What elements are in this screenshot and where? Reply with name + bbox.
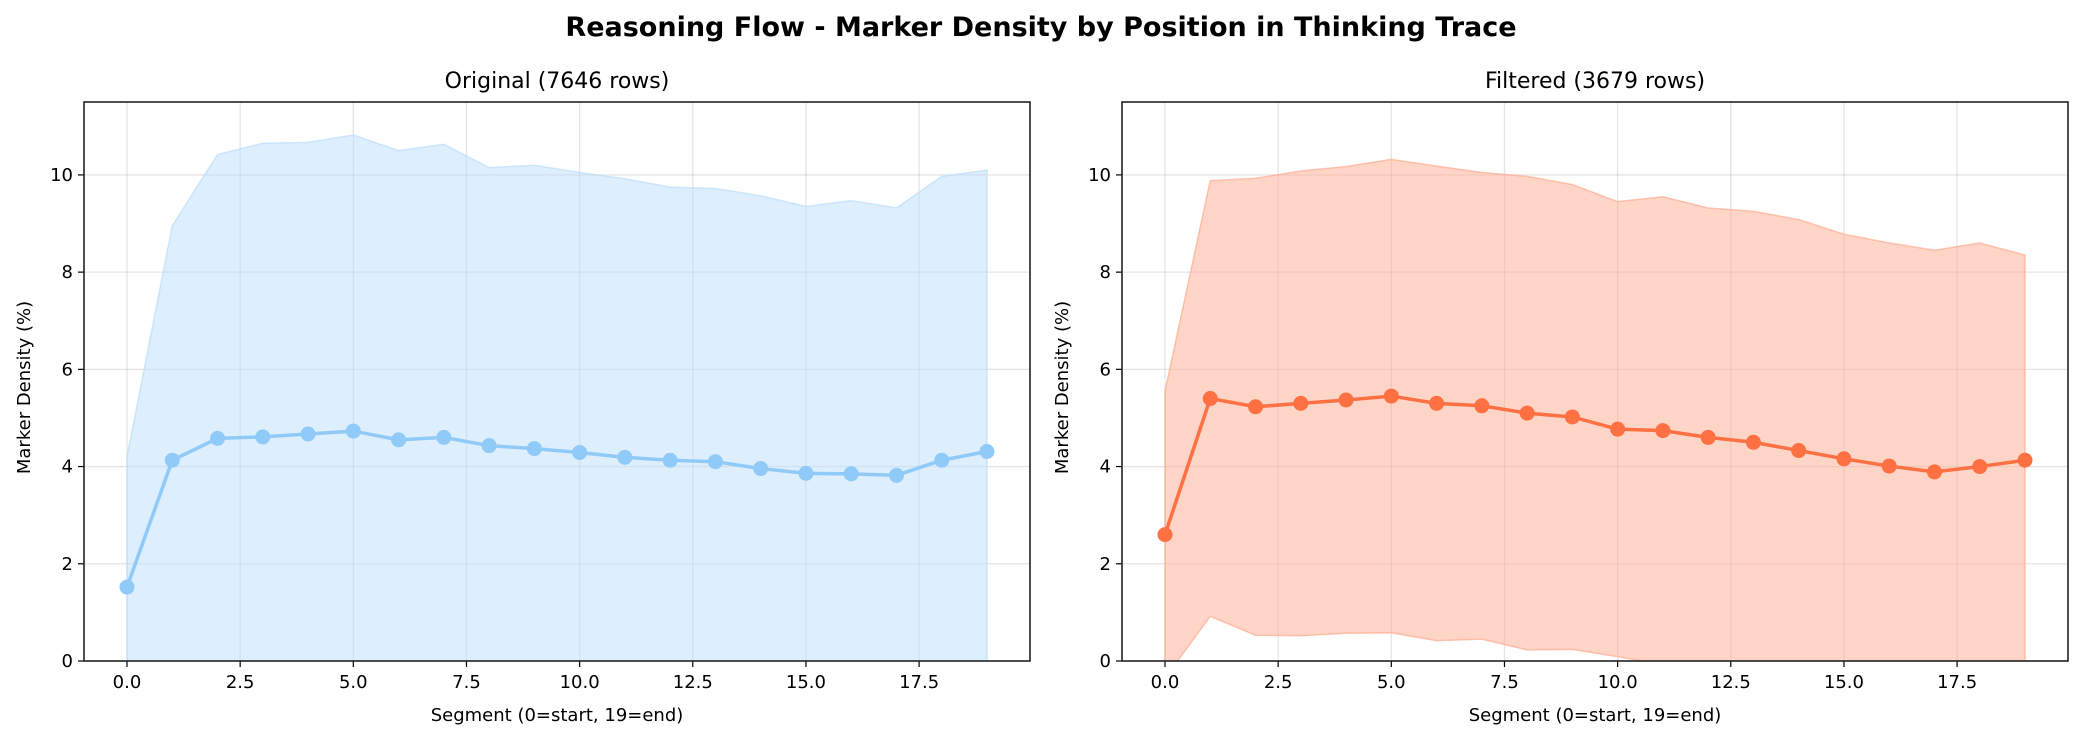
data-point — [1836, 451, 1852, 467]
x-tick-label: 17.5 — [1937, 672, 1977, 693]
data-point — [843, 466, 859, 482]
data-point — [617, 449, 633, 465]
data-point — [1655, 423, 1671, 439]
data-point — [1610, 421, 1626, 437]
x-tick-label: 7.5 — [452, 672, 481, 693]
y-tick-label: 0 — [62, 651, 73, 672]
data-point — [1791, 443, 1807, 459]
data-point — [345, 423, 361, 439]
x-tick-label: 15.0 — [786, 672, 826, 693]
x-tick-label: 5.0 — [339, 672, 368, 693]
y-axis-label: Marker Density (%) — [14, 301, 35, 474]
mean-line — [125, 429, 988, 588]
data-point — [888, 467, 904, 483]
data-point — [1745, 434, 1761, 450]
data-point — [255, 429, 271, 445]
data-point — [391, 432, 407, 448]
y-tick-label: 2 — [1100, 554, 1111, 575]
x-tick-label: 0.0 — [113, 672, 142, 693]
figure-title: Reasoning Flow - Marker Density by Posit… — [565, 12, 1516, 43]
data-point — [1338, 392, 1354, 408]
y-tick-label: 10 — [1088, 165, 1111, 186]
x-axis-label: Segment (0=start, 19=end) — [1469, 705, 1722, 726]
data-point — [1564, 409, 1580, 425]
x-tick-label: 12.5 — [1711, 672, 1751, 693]
data-point — [300, 426, 316, 442]
x-tick-label: 7.5 — [1490, 672, 1519, 693]
subplot-title: Filtered (3679 rows) — [1485, 69, 1705, 94]
data-point — [1429, 395, 1445, 411]
x-tick-label: 5.0 — [1377, 672, 1406, 693]
y-tick-label: 8 — [62, 262, 73, 283]
axes-frame — [1121, 101, 2069, 662]
x-tick-label: 12.5 — [673, 672, 713, 693]
data-point — [119, 579, 135, 595]
y-tick-label: 0 — [1100, 651, 1111, 672]
y-tick-label: 2 — [62, 554, 73, 575]
data-point — [979, 443, 995, 459]
data-point — [753, 461, 769, 477]
plot-filtered: 0.0 2.5 5.0 7.5 10.0 12.5 15.0 17.5 0 2 4 6 8 10 Filte… — [1052, 69, 2069, 726]
y-tick-label: 4 — [1100, 457, 1111, 478]
x-tick-label: 15.0 — [1824, 672, 1864, 693]
x-tick-label: 2.5 — [226, 672, 255, 693]
data-point — [436, 429, 452, 445]
data-point — [1519, 405, 1535, 421]
y-tick-label: 6 — [62, 359, 73, 380]
data-point — [1383, 388, 1399, 404]
data-point — [1157, 527, 1173, 543]
data-point — [1700, 429, 1716, 445]
x-tick-label: 10.0 — [560, 672, 600, 693]
data-point — [1248, 399, 1264, 415]
plot-original: 0.0 2.5 5.0 7.5 10.0 12.5 15.0 17.5 0 2 4 6 8 10 Origi… — [14, 69, 1031, 726]
data-point — [798, 465, 814, 481]
x-tick-label: 10.0 — [1598, 672, 1638, 693]
mean-line — [1163, 394, 2026, 536]
data-point — [1474, 398, 1490, 414]
y-tick-label: 10 — [50, 165, 73, 186]
x-tick-label: 17.5 — [899, 672, 939, 693]
y-tick-label: 4 — [62, 457, 73, 478]
x-axis-label: Segment (0=start, 19=end) — [431, 705, 684, 726]
x-tick-label: 2.5 — [1264, 672, 1293, 693]
x-tick-label: 0.0 — [1151, 672, 1180, 693]
data-point — [1293, 395, 1309, 411]
axes-frame — [83, 101, 1031, 662]
data-point — [2017, 452, 2033, 468]
data-point — [1202, 391, 1218, 407]
data-point — [707, 454, 723, 470]
data-point — [662, 452, 678, 468]
data-point — [526, 441, 542, 457]
data-point — [1972, 459, 1988, 475]
data-point — [572, 444, 588, 460]
y-tick-label: 6 — [1100, 359, 1111, 380]
data-point — [481, 438, 497, 454]
std-band — [126, 134, 988, 661]
data-point — [934, 452, 950, 468]
y-axis-label: Marker Density (%) — [1052, 301, 1073, 474]
subplot-title: Original (7646 rows) — [445, 69, 670, 94]
y-tick-label: 8 — [1100, 262, 1111, 283]
data-point — [164, 452, 180, 468]
data-point — [1926, 464, 1942, 480]
std-band — [1164, 158, 2026, 661]
data-point — [1881, 458, 1897, 474]
data-point — [210, 430, 226, 446]
